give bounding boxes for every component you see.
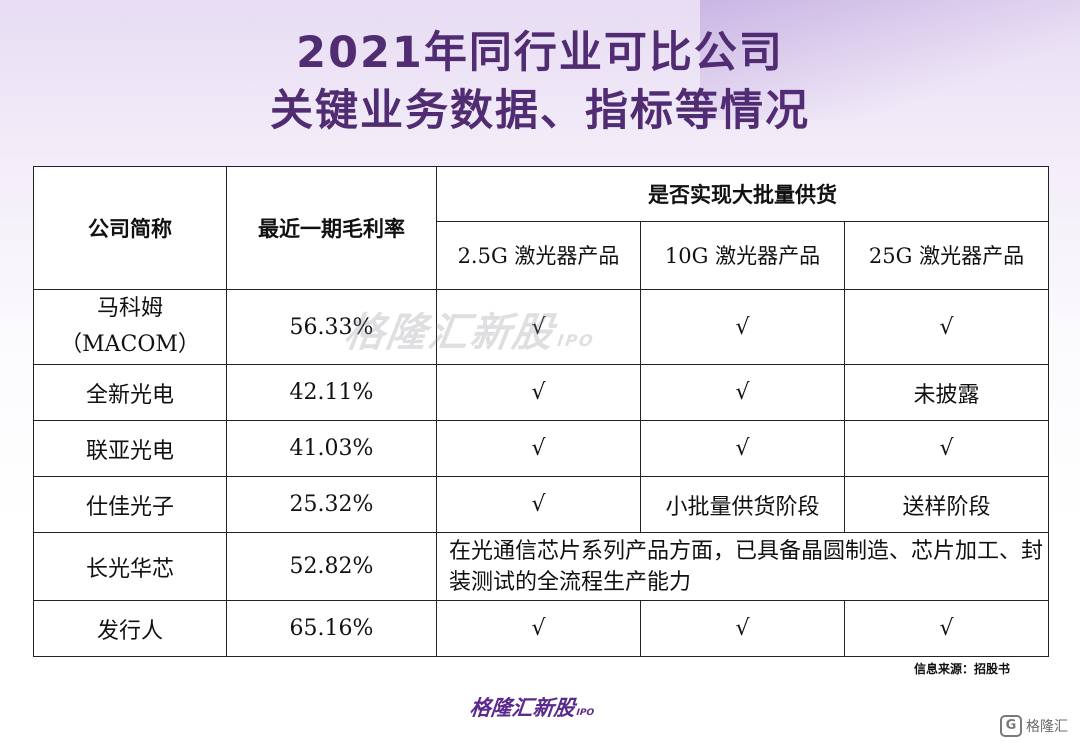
header-company: 公司简称 (33, 166, 227, 290)
table-row: 联亚光电 41.03% √ √ √ (33, 420, 1049, 477)
supply-25g-cell: √ (844, 600, 1049, 657)
supply-2-5g-cell: √ (436, 476, 641, 533)
brand-ipo: IPO (575, 708, 595, 718)
corner-logo-text: 格隆汇 (1026, 719, 1068, 735)
capability-note-cell: 在光通信芯片系列产品方面，已具备晶圆制造、芯片加工、封装测试的全流程生产能力 (436, 532, 1049, 601)
table-row: 全新光电 42.11% √ √ 未披露 (33, 364, 1049, 421)
supply-10g-cell: √ (640, 289, 845, 365)
margin-cell: 25.32% (226, 476, 437, 533)
header-2-5g: 2.5G 激光器产品 (436, 221, 641, 290)
supply-25g-cell: √ (844, 420, 1049, 477)
header-bulk-supply: 是否实现大批量供货 (436, 166, 1049, 222)
company-cell: 长光华芯 (33, 532, 227, 601)
gelonghui-icon: G (1000, 715, 1022, 737)
page-title-line1: 2021年同行业可比公司 (296, 28, 784, 78)
brand-text: 格隆汇新股 (468, 696, 577, 720)
header-10g: 10G 激光器产品 (640, 221, 845, 290)
corner-logo: G 格隆汇 (1000, 715, 1068, 737)
table-row: 马科姆（MACOM） 56.33% √ √ √ (33, 289, 1049, 365)
company-cell: 联亚光电 (33, 420, 227, 477)
supply-2-5g-cell: √ (436, 600, 641, 657)
table-row: 仕佳光子 25.32% √ 小批量供货阶段 送样阶段 (33, 476, 1049, 533)
watermark-text: 格隆汇新股 (341, 310, 558, 356)
supply-10g-cell: √ (640, 364, 845, 421)
table-row: 发行人 65.16% √ √ √ (33, 600, 1049, 657)
brand-logo: 格隆汇新股IPO (468, 692, 596, 722)
margin-cell: 41.03% (226, 420, 437, 477)
supply-10g-cell: √ (640, 600, 845, 657)
table-row: 长光华芯 52.82% 在光通信芯片系列产品方面，已具备晶圆制造、芯片加工、封装… (33, 532, 1049, 601)
company-cell: 全新光电 (33, 364, 227, 421)
company-cell: 仕佳光子 (33, 476, 227, 533)
watermark: 格隆汇新股IPO (341, 300, 600, 358)
page-title-line2: 关键业务数据、指标等情况 (270, 86, 810, 136)
supply-25g-cell: 未披露 (844, 364, 1049, 421)
margin-cell: 65.16% (226, 600, 437, 657)
company-cell: 马科姆（MACOM） (33, 289, 227, 365)
source-note: 信息来源：招股书 (913, 662, 1010, 676)
company-cell: 发行人 (33, 600, 227, 657)
margin-cell: 42.11% (226, 364, 437, 421)
supply-10g-cell: √ (640, 420, 845, 477)
supply-25g-cell: √ (844, 289, 1049, 365)
supply-25g-cell: 送样阶段 (844, 476, 1049, 533)
supply-10g-cell: 小批量供货阶段 (640, 476, 845, 533)
comparison-table: 公司简称 最近一期毛利率 是否实现大批量供货 2.5G 激光器产品 10G 激光… (33, 166, 1049, 657)
header-25g: 25G 激光器产品 (844, 221, 1049, 290)
header-gross-margin: 最近一期毛利率 (226, 166, 437, 290)
supply-2-5g-cell: √ (436, 364, 641, 421)
margin-cell: 52.82% (226, 532, 437, 601)
watermark-ipo: IPO (556, 331, 597, 350)
supply-2-5g-cell: √ (436, 420, 641, 477)
